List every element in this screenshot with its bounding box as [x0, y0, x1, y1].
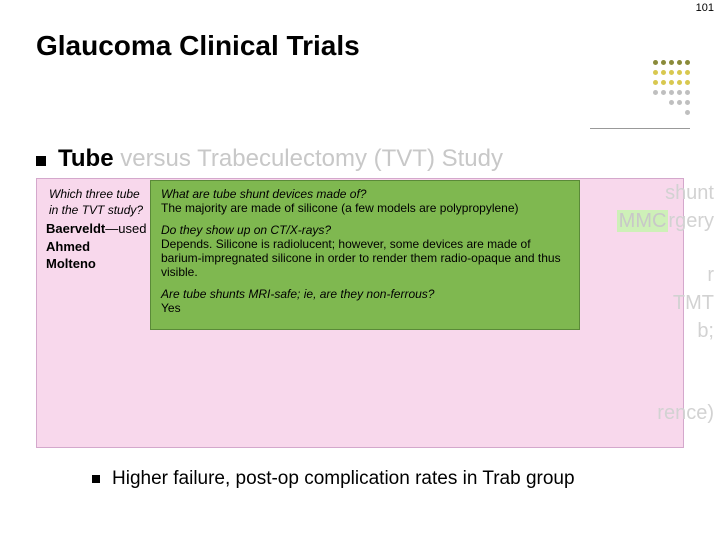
bullet-icon	[36, 156, 46, 166]
green-q3: Are tube shunts MRI-safe; ie, are they n…	[161, 287, 569, 301]
green-q2: Do they show up on CT/X-rays?	[161, 223, 569, 237]
faded-text-r3: r	[707, 262, 714, 289]
green-a3: Yes	[161, 301, 569, 315]
sub-bullet-text: Higher failure, post-op complication rat…	[112, 468, 575, 490]
faded-text-r1: shunt	[665, 180, 714, 207]
faded-text-r2s: rgery	[668, 210, 714, 232]
green-a1: The majority are made of silicone (a few…	[161, 201, 569, 215]
divider-line	[590, 128, 690, 129]
sub-bullet: Higher failure, post-op complication rat…	[92, 468, 575, 490]
main-bullet-faded: versus Trabeculectomy (TVT) Study	[114, 145, 503, 172]
green-q1: What are tube shunt devices made of?	[161, 187, 569, 201]
faded-text-r5: b;	[697, 318, 714, 345]
answer-baerveldt: Baerveldt—used	[46, 220, 146, 238]
sub-bullet-icon	[92, 475, 100, 483]
main-bullet: Tube versus Trabeculectomy (TVT) Study	[36, 145, 503, 173]
main-bullet-dark: Tube	[58, 145, 114, 172]
mmc-highlight: MMC	[617, 210, 669, 232]
faded-text-r6: rence)	[657, 400, 714, 427]
answer-list: Baerveldt—used Ahmed Molteno	[46, 220, 146, 273]
answer-ahmed: Ahmed	[46, 238, 146, 256]
faded-text-r4: TMT	[673, 290, 714, 317]
answer-molteno: Molteno	[46, 255, 146, 273]
faded-text-r2: MMCrgery	[617, 208, 714, 235]
green-a2: Depends. Silicone is radiolucent; howeve…	[161, 237, 569, 279]
page-title: Glaucoma Clinical Trials	[36, 30, 360, 62]
main-bullet-text: Tube versus Trabeculectomy (TVT) Study	[58, 145, 503, 173]
answer-used-suffix: —used	[105, 221, 146, 236]
slide-number: 101	[696, 2, 714, 14]
answer-baerveldt-label: Baerveldt	[46, 221, 105, 236]
green-info-box: What are tube shunt devices made of? The…	[150, 180, 580, 330]
